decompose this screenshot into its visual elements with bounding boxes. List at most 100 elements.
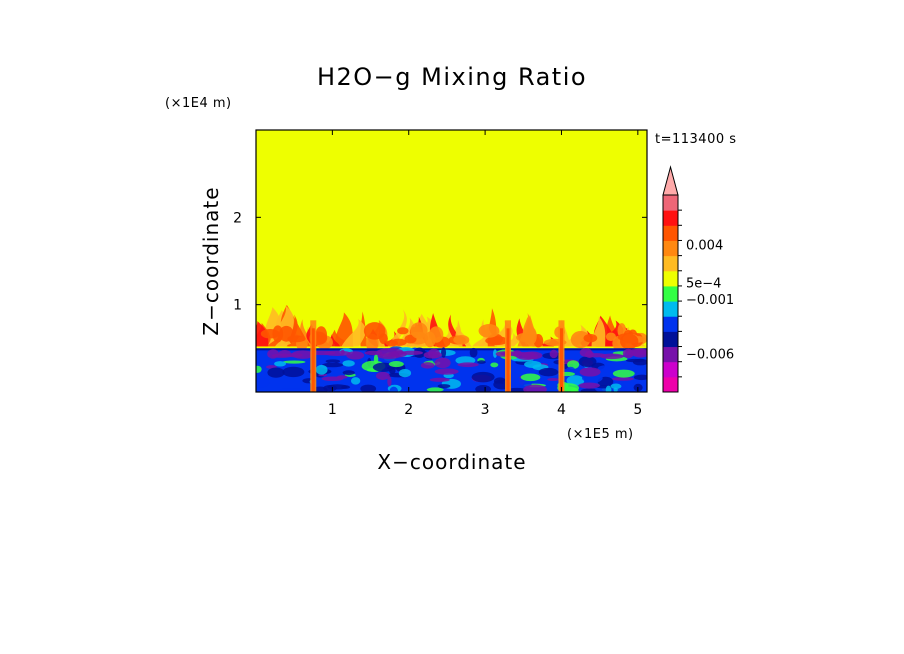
colorbar-band	[663, 301, 678, 317]
moisture-blob	[397, 327, 409, 335]
colorbar-band	[663, 285, 678, 302]
boundary-layer-eddy	[611, 377, 635, 381]
boundary-layer-cap	[271, 353, 293, 358]
boundary-layer-cap	[428, 348, 440, 359]
boundary-layer-eddy	[437, 384, 451, 389]
x-tick-label: 4	[557, 402, 566, 418]
boundary-layer-cap	[549, 349, 558, 359]
y-tick-label: 1	[233, 298, 242, 314]
moisture-blob	[485, 336, 509, 346]
boundary-layer-cap	[346, 351, 365, 360]
moisture-plume	[267, 331, 282, 347]
colorbar-band	[663, 270, 678, 287]
y-axis: 12	[233, 210, 647, 314]
boundary-layer-eddy	[274, 361, 287, 367]
updraft-core	[506, 328, 510, 392]
boundary-layer-eddy	[341, 385, 351, 389]
boundary-layer-cap	[521, 351, 543, 360]
x-unit-label: (×1E5 m)	[567, 427, 634, 442]
boundary-layer-eddy	[578, 356, 597, 368]
colorbar: 0.004 5e−4−0.001 −0.006	[662, 165, 734, 393]
boundary-layer-eddy	[321, 376, 344, 382]
boundary-layer-eddy	[605, 385, 612, 392]
colorbar-band	[663, 346, 678, 363]
boundary-layer-eddy	[434, 357, 451, 369]
updraft-core	[311, 328, 315, 392]
x-tick-label: 5	[633, 402, 642, 418]
boundary-layer-eddy	[580, 388, 600, 392]
moisture-blob	[315, 326, 328, 344]
boundary-layer-eddy	[538, 367, 559, 377]
colorbar-band	[663, 210, 678, 226]
boundary-layer-cap	[401, 350, 424, 356]
boundary-layer-eddy	[373, 353, 379, 365]
colorbar-label: 0.004	[686, 238, 723, 253]
colorbar-label: −0.001	[686, 293, 734, 308]
time-label: t=113400 s	[655, 132, 737, 147]
boundary-layer-eddy	[471, 371, 495, 383]
x-tick-label: 1	[328, 402, 337, 418]
boundary-layer-eddy	[610, 383, 622, 389]
y-axis-label: Z−coordinate	[199, 186, 223, 335]
boundary-layer-eddy	[282, 360, 306, 364]
colorbar-band	[663, 376, 678, 393]
boundary-layer-top-edge	[256, 348, 647, 351]
moisture-blob	[453, 335, 470, 345]
boundary-layer-eddy	[579, 367, 601, 377]
boundary-layer-eddy	[524, 360, 542, 369]
boundary-layer-eddy	[566, 375, 585, 386]
boundary-layer-eddy	[429, 377, 450, 382]
moisture-blob	[478, 324, 500, 338]
boundary-layer-eddy	[523, 384, 547, 392]
moisture-blob	[272, 325, 284, 343]
colorbar-frame	[662, 194, 679, 393]
updraft-core	[559, 328, 563, 392]
boundary-layer-eddy	[507, 387, 527, 392]
chart-title: H2O−g Mixing Ratio	[317, 63, 587, 91]
boundary-layer-eddy	[469, 347, 478, 358]
boundary-layer-eddy	[279, 388, 304, 392]
boundary-layer-eddy	[282, 366, 305, 378]
boundary-layer-eddy	[567, 360, 580, 369]
boundary-layer-eddy	[434, 368, 459, 375]
colorbar-band	[663, 240, 678, 257]
moisture-blob	[390, 338, 407, 346]
boundary-layer-cap	[390, 351, 399, 356]
boundary-layer-eddy	[360, 384, 377, 392]
moisture-blob	[363, 322, 386, 340]
boundary-layer-eddy	[322, 362, 344, 368]
moisture-blob	[605, 332, 616, 341]
colorbar-band	[663, 331, 678, 348]
plot-area	[255, 129, 648, 393]
colorbar-label: −0.006	[686, 348, 734, 363]
boundary-layer-eddy	[633, 374, 647, 381]
boundary-layer-eddy	[578, 382, 600, 389]
boundary-layer-cap	[512, 350, 523, 358]
moisture-blob	[410, 322, 428, 339]
boundary-layer-eddy	[457, 362, 479, 368]
boundary-layer-eddy	[342, 360, 355, 367]
boundary-layer-eddy	[565, 366, 576, 374]
boundary-layer-cap	[364, 350, 383, 356]
boundary-layer-eddy	[426, 387, 444, 392]
boundary-layer-eddy	[626, 358, 645, 363]
colorbar-extend-arrow	[662, 165, 679, 196]
boundary-layer-eddy	[475, 385, 492, 392]
x-axis-label: X−coordinate	[377, 450, 526, 474]
boundary-layer-eddy	[325, 359, 341, 364]
x-tick-label: 2	[404, 402, 413, 418]
boundary-layer-eddy	[520, 373, 541, 382]
colorbar-band	[663, 225, 678, 241]
boundary-layer-eddy	[389, 386, 399, 392]
moisture-blob	[424, 331, 436, 348]
boundary-layer-eddy	[267, 367, 285, 378]
boundary-layer-eddy	[612, 369, 635, 378]
plot-frame	[255, 129, 648, 393]
y-unit-label: (×1E4 m)	[165, 96, 232, 111]
colorbar-label: 5e−4	[686, 277, 721, 292]
colorbar-band	[663, 361, 678, 378]
boundary-layer-eddy	[490, 362, 499, 368]
x-axis: 1 2 3 4 5	[328, 130, 642, 418]
boundary-layer-eddy	[315, 364, 328, 375]
